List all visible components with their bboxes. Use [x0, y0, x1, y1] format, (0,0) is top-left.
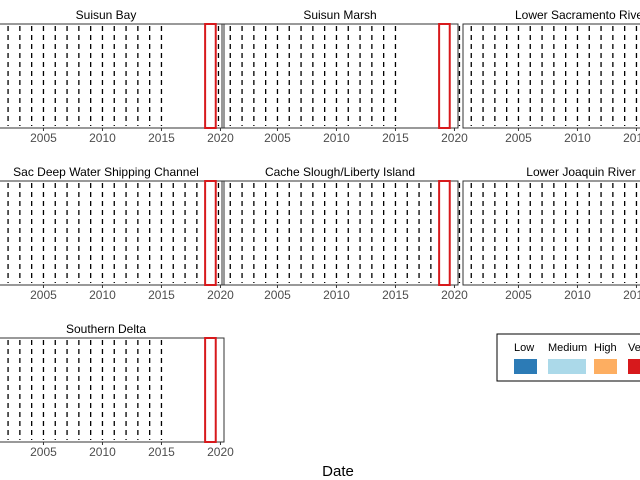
facet-panel: Cache Slough/Liberty Island 2005 2010 2015 2… [217, 165, 468, 302]
facet-title: Sac Deep Water Shipping Channel [13, 165, 199, 179]
panel-frame [462, 180, 640, 286]
highlight-period [438, 23, 451, 129]
x-tick-label: 2020 [441, 288, 468, 302]
x-tick-label: 2015 [148, 445, 175, 459]
x-tick-label: 2020 [207, 131, 234, 145]
panel-frame [221, 23, 459, 129]
x-tick-label: 2015 [623, 131, 640, 145]
highlight-period [204, 337, 217, 443]
x-tick-label: 2015 [148, 131, 175, 145]
facet-title: Southern Delta [66, 322, 146, 336]
x-tick-label: 2010 [323, 131, 350, 145]
x-tick-label: 2010 [89, 445, 116, 459]
legend-label: Very High [628, 342, 640, 354]
facet-title: Cache Slough/Liberty Island [265, 165, 415, 179]
highlight-period [438, 180, 451, 286]
x-tick-label: 2020 [207, 445, 234, 459]
legend-key [628, 359, 640, 374]
x-tick-label: 2005 [505, 131, 532, 145]
x-tick-label: 2010 [89, 131, 116, 145]
x-tick-label: 2010 [564, 288, 591, 302]
highlight-period [204, 180, 217, 286]
x-tick-label: 2005 [30, 131, 57, 145]
legend-key [548, 359, 586, 374]
legend-label: Medium [548, 342, 587, 354]
facet-title: Suisun Marsh [303, 8, 376, 22]
x-tick-label: 2020 [207, 288, 234, 302]
x-tick-label: 2015 [623, 288, 640, 302]
facet-panel: Southern Delta 2005 2010 2015 2020 [0, 322, 234, 459]
x-tick-label: 2010 [564, 131, 591, 145]
x-tick-label: 2010 [89, 288, 116, 302]
panel-frame [0, 180, 225, 286]
x-tick-label: 2015 [382, 288, 409, 302]
legend-key [594, 359, 617, 374]
x-tick-label: 2015 [148, 288, 175, 302]
x-tick-label: 2005 [30, 288, 57, 302]
panel-frame [0, 337, 225, 443]
facet-title: Lower Joaquin River [526, 165, 635, 179]
panel-frame [0, 23, 225, 129]
x-tick-label: 2005 [264, 288, 291, 302]
legend-key [514, 359, 537, 374]
panel-frame [221, 180, 459, 286]
x-tick-label: 2005 [264, 131, 291, 145]
facet-panel: Lower Sacramento River2005201020152020 [458, 8, 640, 145]
panel-frame [462, 23, 640, 129]
facet-title: Suisun Bay [76, 8, 137, 22]
highlight-period [204, 23, 217, 129]
legend-label: High [594, 342, 617, 354]
x-tick-label: 2005 [505, 288, 532, 302]
facet-panel: Suisun Bay 2005 2010 2015 2020 [0, 8, 234, 145]
facet-title: Lower Sacramento River [515, 8, 640, 22]
x-tick-label: 2010 [323, 288, 350, 302]
facet-panel: Suisun Marsh 2005 2010 2015 2020 [217, 8, 468, 145]
facet-panel: Lower Joaquin River2005201020152020 [458, 165, 640, 302]
facet-panel: Sac Deep Water Shipping Channel 2005 2010 2… [0, 165, 234, 302]
legend-label: Low [514, 342, 534, 354]
x-tick-label: 2020 [441, 131, 468, 145]
legend: Low Medium High Very High [496, 333, 640, 382]
x-tick-label: 2005 [30, 445, 57, 459]
x-axis-label: Date [322, 463, 354, 480]
x-tick-label: 2015 [382, 131, 409, 145]
